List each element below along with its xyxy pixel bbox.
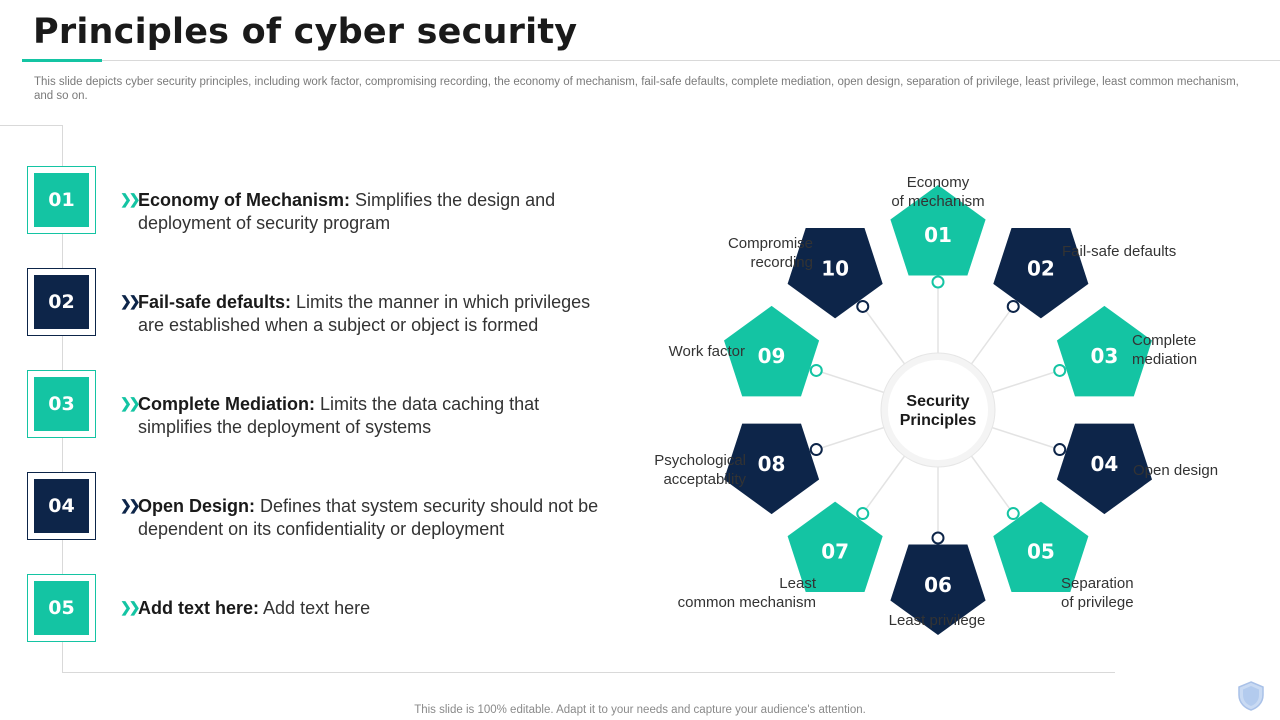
number-badge: 05 — [34, 581, 89, 635]
number-badge: 04 — [34, 479, 89, 533]
double-chevron-right-icon: ❯❯ — [120, 191, 141, 207]
number-box-04: 04 — [27, 472, 96, 540]
number-badge: 02 — [34, 275, 89, 329]
center-title-line1: Security — [906, 393, 969, 410]
double-chevron-right-icon: ❯❯ — [120, 293, 141, 309]
pentagon-number: 08 — [758, 452, 786, 476]
principle-label-10: Compromise recording — [728, 234, 813, 272]
principle-label-line: mediation — [1132, 351, 1198, 368]
connector-dot — [1053, 443, 1067, 457]
number-badge: 03 — [34, 377, 89, 431]
principle-body: Defines that system security should not … — [138, 496, 599, 539]
connector-dot — [1006, 507, 1020, 521]
pentagon-number: 02 — [1027, 256, 1055, 280]
principle-heading: Open Design: — [138, 496, 256, 516]
number-box-01: 01 — [27, 166, 96, 234]
principle-label-05: Separation of privilege — [1061, 574, 1134, 612]
principle-label-01: Economy of mechanism — [838, 173, 1038, 211]
connector-dot — [1006, 299, 1020, 313]
number-badge: 01 — [34, 173, 89, 227]
principle-label-line: Least — [779, 575, 816, 592]
principle-label-09: Work factor — [669, 342, 745, 361]
title-divider — [22, 60, 1280, 61]
pentagon-number: 10 — [821, 256, 849, 280]
principle-pentagon-04 — [1056, 423, 1152, 515]
principle-label-line: recording — [750, 254, 813, 271]
principle-heading: Complete Mediation: — [138, 394, 316, 414]
principle-label-line: Complete — [1132, 332, 1197, 349]
principle-label-line: Psychological — [654, 452, 746, 469]
connector-dot — [809, 443, 823, 457]
principle-pentagon-07 — [787, 501, 883, 592]
principle-pentagon-06 — [890, 544, 986, 635]
principle-pentagon-10 — [787, 228, 883, 319]
principle-label-line: of mechanism — [891, 193, 985, 210]
pentagon-number: 09 — [758, 344, 786, 368]
number-box-02: 02 — [27, 268, 96, 336]
principle-description: Economy of Mechanism: Simplifies the des… — [138, 189, 608, 235]
principle-label-line: Fail-safe defaults — [1062, 243, 1177, 260]
principle-label-line: acceptability — [663, 471, 746, 488]
pentagon-number: 01 — [924, 223, 952, 247]
principle-description: Add text here: Add text here — [138, 597, 608, 620]
principle-label-08: Psychological acceptability — [654, 451, 746, 489]
footer-note: This slide is 100% editable. Adapt it to… — [414, 704, 866, 716]
principle-description: Open Design: Defines that system securit… — [138, 495, 608, 541]
title-accent-bar — [22, 59, 102, 62]
connector-dot — [809, 363, 823, 377]
connector-dot — [856, 507, 870, 521]
pentagon-number: 07 — [821, 540, 849, 564]
shield-icon — [1236, 680, 1266, 717]
principle-label-line: Least privilege — [888, 612, 986, 629]
frame-line-top — [0, 125, 63, 126]
principle-pentagon-02 — [993, 228, 1089, 319]
number-box-05: 05 — [27, 574, 96, 642]
principle-label-04: Open design — [1133, 461, 1218, 480]
connector-dot — [856, 299, 870, 313]
principle-body: Limits the manner in which privileges ar… — [138, 292, 591, 335]
principle-label-line: Open design — [1133, 462, 1219, 479]
principle-label-06: Least privilege — [837, 611, 1037, 630]
connector-dot — [931, 531, 945, 545]
principle-label-line: Economy — [906, 174, 970, 191]
connector-dot — [1053, 363, 1067, 377]
principle-label-03: Complete mediation — [1132, 331, 1197, 369]
principle-label-02: Fail-safe defaults — [1062, 242, 1176, 261]
pentagon-number: 06 — [924, 573, 952, 597]
connector-dot — [931, 275, 945, 289]
center-circle — [888, 360, 988, 460]
principle-body: Add text here — [259, 598, 371, 618]
principle-heading: Add text here: — [138, 598, 260, 618]
double-chevron-right-icon: ❯❯ — [120, 599, 141, 615]
principle-pentagon-01 — [890, 185, 986, 276]
principle-description: Complete Mediation: Limits the data cach… — [138, 393, 608, 439]
pentagon-number: 03 — [1091, 344, 1119, 368]
principle-label-line: Compromise — [727, 235, 813, 252]
diagram-canvas: 01 02 03 04 05 06 07 08 09 10 Security Principles — [724, 185, 1152, 635]
principle-label-line: of privilege — [1061, 594, 1134, 611]
principle-label-line: common mechanism — [677, 594, 816, 611]
pentagon-number: 05 — [1027, 540, 1055, 564]
principle-pentagon-09 — [724, 305, 820, 397]
center-title-line2: Principles — [900, 412, 977, 429]
frame-line-bottom — [62, 672, 1115, 673]
principle-body: Simplifies the design and deployment of … — [138, 190, 556, 233]
principle-heading: Economy of Mechanism: — [138, 190, 351, 210]
security-principles-diagram: 01 02 03 04 05 06 07 08 09 10 Security Principles — [640, 160, 1240, 665]
principle-label-line: Separation — [1061, 575, 1134, 592]
principle-pentagon-03 — [1056, 305, 1152, 397]
pentagon-number: 04 — [1091, 452, 1119, 476]
principle-pentagon-08 — [724, 423, 820, 515]
double-chevron-right-icon: ❯❯ — [120, 395, 141, 411]
slide-title: Principles of cyber security — [33, 12, 578, 52]
principle-heading: Fail-safe defaults: — [138, 292, 292, 312]
slide-description: This slide depicts cyber security princi… — [34, 76, 1239, 102]
principle-body: Limits the data caching that simplifies … — [138, 394, 540, 437]
principle-description: Fail-safe defaults: Limits the manner in… — [138, 291, 608, 337]
double-chevron-right-icon: ❯❯ — [120, 497, 141, 513]
principle-pentagon-05 — [993, 501, 1089, 592]
number-box-03: 03 — [27, 370, 96, 438]
principle-label-07: Least common mechanism — [678, 574, 816, 612]
principle-label-line: Work factor — [668, 343, 745, 360]
